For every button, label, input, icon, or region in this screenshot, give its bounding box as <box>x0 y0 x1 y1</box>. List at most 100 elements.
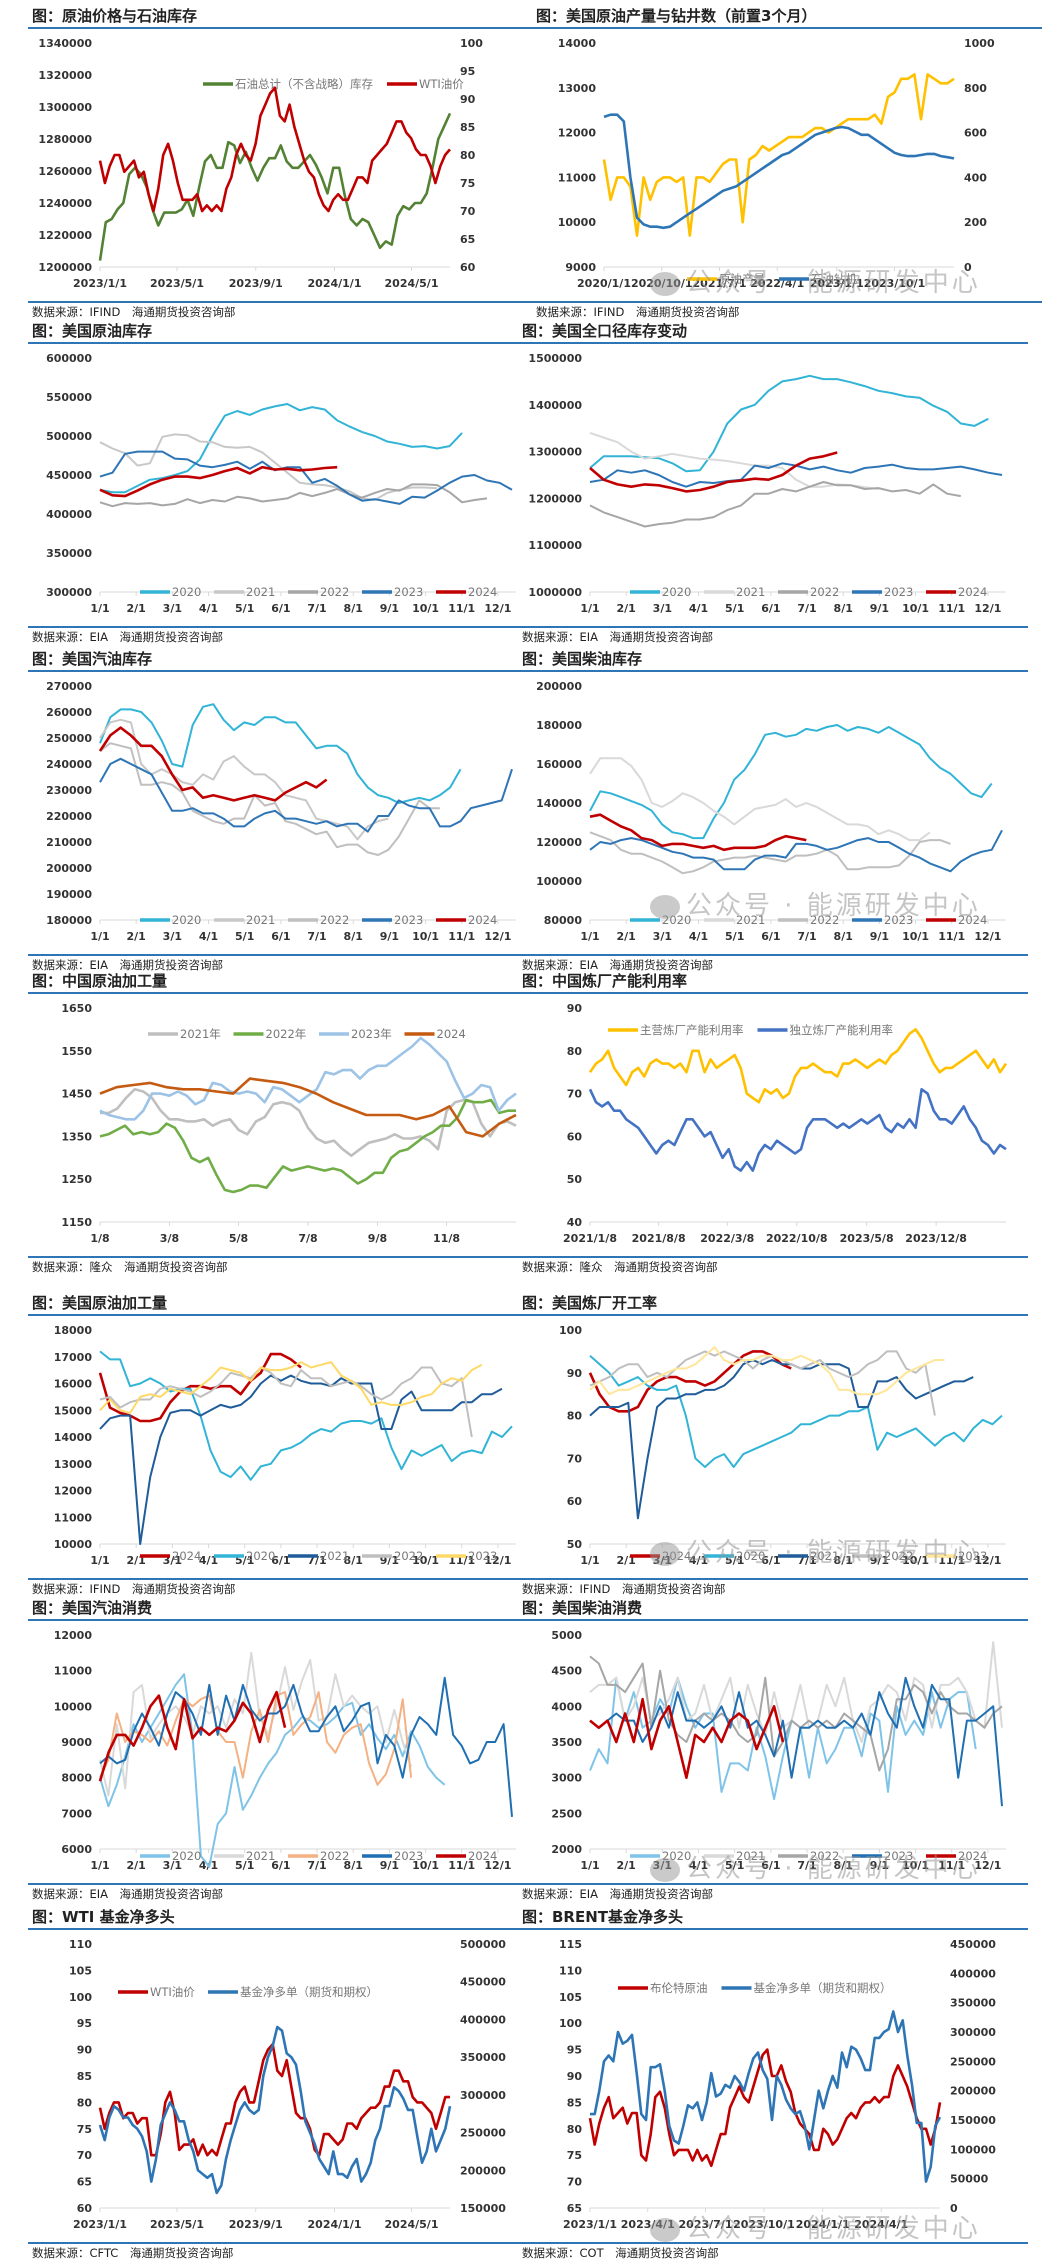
series-line-2020 <box>99 403 463 494</box>
y-tick-label-left: 60 <box>567 1130 583 1143</box>
y-tick-label-left: 100 <box>69 1991 92 2004</box>
series-line-2022 <box>99 483 488 508</box>
x-tick-label: 2024/1/1 <box>308 277 362 290</box>
y-tick-label-left: 1280000 <box>38 133 92 146</box>
series-line-2023 <box>99 1036 517 1121</box>
series-line-2023 <box>99 757 513 833</box>
legend-label: 2023 <box>884 585 913 599</box>
series-line-s1 <box>603 113 955 230</box>
x-tick-label: 10/1 <box>412 930 439 943</box>
y-tick-label-left: 70 <box>567 1452 583 1465</box>
y-tick-label-left: 180000 <box>46 914 92 927</box>
y-tick-label-left: 100000 <box>536 875 582 888</box>
series-line-2023 <box>589 829 1003 873</box>
source-divider <box>518 1883 1028 1885</box>
source-divider <box>518 626 1028 628</box>
legend-label: 2021 <box>736 913 765 927</box>
y-tick-label-left: 450000 <box>46 469 92 482</box>
series-line-2021 <box>589 1359 974 1520</box>
y-tick-label-left: 1300000 <box>528 446 582 459</box>
chart-svg: 1150 1250 1350 1450 1550 1650 1/8 3/8 5/8 7/8 9/8 1… <box>61 1002 517 1245</box>
chart-svg: 6000 7000 8000 9000 10000 11000 12000 1/1 2/1 3/1… <box>54 1629 516 1872</box>
y-tick-label-left: 1340000 <box>38 37 92 50</box>
legend-label: 2022 <box>884 1549 913 1563</box>
chart-panel-c2: 图：美国原油产量与钻井数（前置3个月） 9000 10000 11000 12000 13… <box>532 5 1042 321</box>
y-tick-label-left: 40 <box>567 1216 583 1229</box>
series-line-2020 <box>589 374 989 473</box>
y-tick-label-left: 17000 <box>54 1351 93 1364</box>
y-tick-label-left: 60 <box>567 1495 583 1508</box>
source-divider <box>28 954 538 956</box>
y-tick-label-left: 1220000 <box>38 229 92 242</box>
x-tick-label: 3/1 <box>653 602 672 615</box>
chart-svg: 1000000 1100000 1200000 1300000 1400000 15000… <box>528 352 1006 615</box>
legend-label: 2022 <box>810 1849 839 1863</box>
y-tick-label-left: 105 <box>559 1991 582 2004</box>
y-tick-label-left: 90 <box>567 2070 583 2083</box>
chart-title: 图：原油价格与石油库存 <box>32 7 198 25</box>
y-tick-label-left: 1500000 <box>528 352 582 365</box>
legend-label: 2020 <box>736 1549 765 1563</box>
x-tick-label: 8/1 <box>834 1859 853 1872</box>
legend-label: 2020 <box>172 585 201 599</box>
y-tick-label-right: 200000 <box>950 2085 996 2098</box>
y-tick-label-left: 13000 <box>558 82 597 95</box>
legend-label: 2022年 <box>266 1027 307 1041</box>
x-tick-label: 6/1 <box>761 1554 780 1567</box>
y-tick-label-left: 1300000 <box>38 101 92 114</box>
x-tick-label: 2020/1/1 <box>577 277 631 290</box>
y-tick-label-right: 60 <box>460 261 476 274</box>
x-tick-label: 10/1 <box>902 602 929 615</box>
y-tick-label-left: 1240000 <box>38 197 92 210</box>
x-tick-label: 8/1 <box>344 1554 363 1567</box>
y-tick-label-left: 12000 <box>54 1629 93 1642</box>
chart-source: 数据来源：EIA 海通期货投资咨询部 <box>522 630 714 644</box>
legend-label: WTI油价 <box>419 77 464 91</box>
y-tick-label-left: 13000 <box>54 1458 93 1471</box>
x-tick-label: 6/1 <box>271 1554 290 1567</box>
chart-svg: 80000 100000 120000 140000 160000 180000 20000… <box>536 680 1006 943</box>
x-tick-label: 3/1 <box>653 930 672 943</box>
series-line-2024 <box>588 1350 792 1413</box>
series-line-2023 <box>99 450 513 505</box>
title-divider <box>518 342 1028 344</box>
legend-label: 2022 <box>394 1549 423 1563</box>
series-line-2023 <box>589 1346 945 1396</box>
legend-label: 2021 <box>736 1849 765 1863</box>
x-tick-label: 12/1 <box>484 602 511 615</box>
series-line-s0 <box>588 2048 942 2168</box>
y-tick-label-left: 1000000 <box>528 586 582 599</box>
y-tick-label-left: 10000 <box>54 1700 93 1713</box>
legend-label: 2023 <box>394 585 423 599</box>
x-tick-label: 10/1 <box>412 602 439 615</box>
x-tick-label: 7/1 <box>307 602 326 615</box>
chart-title: 图：中国炼厂产能利用率 <box>522 972 688 990</box>
x-tick-label: 8/1 <box>344 602 363 615</box>
y-tick-label-right: 100 <box>460 37 483 50</box>
x-tick-label: 2023/9/1 <box>229 2218 283 2231</box>
chart-title: 图：美国炼厂开工率 <box>522 1294 658 1312</box>
source-divider <box>28 2242 538 2244</box>
x-tick-label: 8/1 <box>344 930 363 943</box>
y-tick-label-left: 115 <box>559 1938 582 1951</box>
x-tick-label: 5/1 <box>235 930 254 943</box>
y-tick-label-left: 240000 <box>46 758 92 771</box>
y-tick-label-right: 150000 <box>950 2114 996 2127</box>
y-tick-label-left: 16000 <box>54 1378 93 1391</box>
chart-panel-c12: 图：美国柴油消费 2000 2500 3000 3500 4000 4500 5000 1/1 2… <box>518 1597 1028 1903</box>
y-tick-label-left: 18000 <box>54 1324 93 1337</box>
y-tick-label-left: 11000 <box>54 1511 93 1524</box>
x-tick-label: 2023/12/8 <box>905 1232 967 1245</box>
x-tick-label: 2023/1/1 <box>810 277 864 290</box>
x-tick-label: 5/8 <box>229 1232 248 1245</box>
y-tick-label-left: 50 <box>567 1538 583 1551</box>
y-tick-label-right: 350000 <box>950 1997 996 2010</box>
legend-label: 2022 <box>810 913 839 927</box>
y-tick-label-right: 400 <box>964 171 987 184</box>
title-divider <box>532 27 1042 29</box>
chart-panel-c11: 图：美国汽油消费 6000 7000 8000 9000 10000 11000 12000 1… <box>28 1597 538 1903</box>
y-tick-label-left: 230000 <box>46 784 92 797</box>
legend-label: 2024 <box>958 1849 987 1863</box>
y-tick-label-right: 200 <box>964 216 987 229</box>
x-tick-label: 6/1 <box>271 602 290 615</box>
